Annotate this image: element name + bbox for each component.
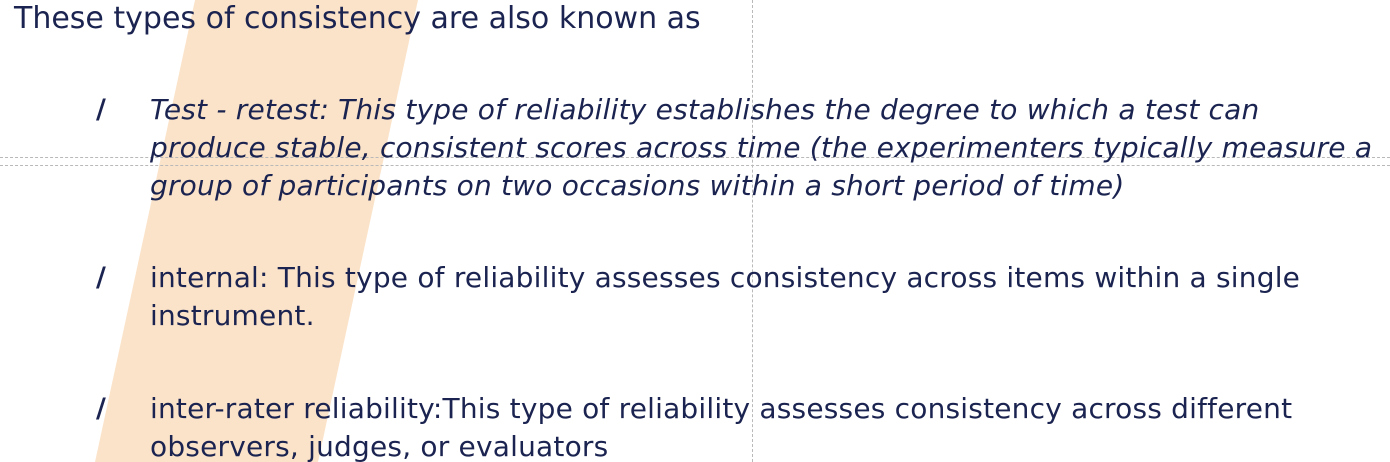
bullet-marker: / [96,91,106,129]
intro-text: These types of consistency are also know… [14,0,701,38]
list-item-internal: internal: This type of reliability asses… [150,259,1380,335]
list-item-test-retest: Test - retest: This type of reliability … [150,91,1380,205]
list-item-inter-rater: inter-rater reliability:This type of rel… [150,390,1380,462]
bullet-marker: / [96,259,106,297]
bullet-marker: / [96,390,106,428]
